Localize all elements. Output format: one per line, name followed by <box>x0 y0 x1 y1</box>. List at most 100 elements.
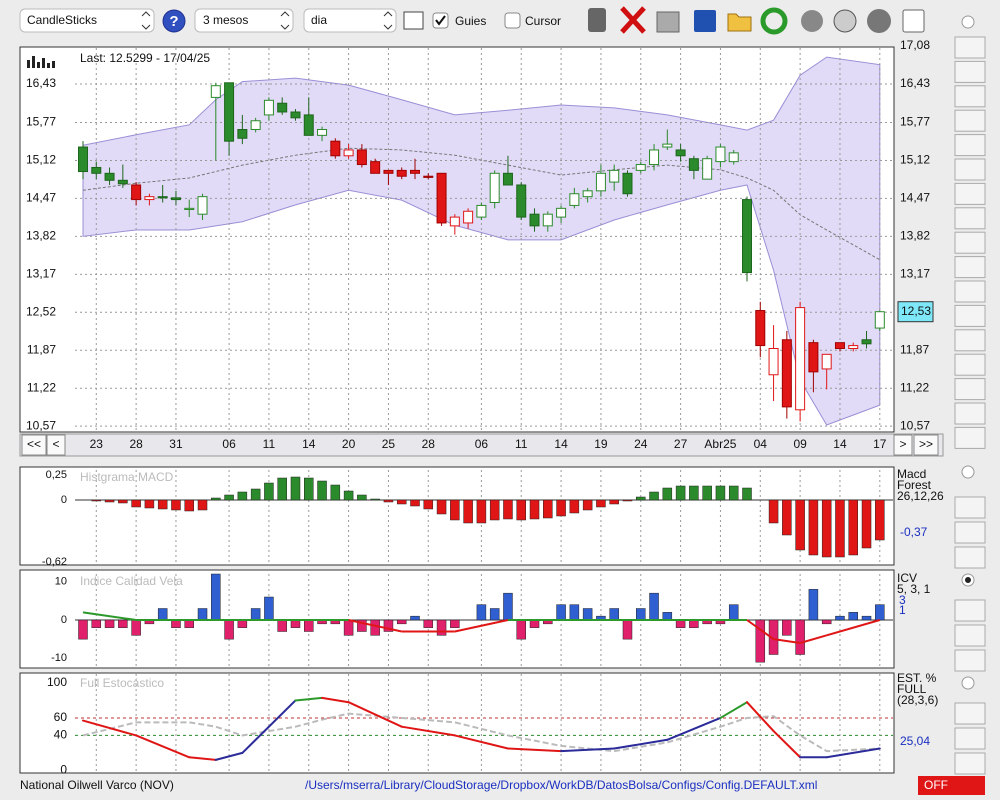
open-icon[interactable] <box>727 13 752 32</box>
help-button[interactable] <box>162 9 186 33</box>
macd-current: -0,37 <box>900 525 928 539</box>
print-icon[interactable] <box>656 11 680 33</box>
nav-button[interactable] <box>893 434 913 456</box>
delete-icon[interactable] <box>620 6 646 34</box>
histogram-bar <box>250 488 261 501</box>
tool-button[interactable] <box>954 158 986 181</box>
histogram-bar <box>237 491 248 501</box>
histogram-bar <box>197 608 208 621</box>
y-tick-label: 11,22 <box>27 380 56 394</box>
help-icon: ? <box>169 13 178 30</box>
x-tick-label: 14 <box>833 437 847 451</box>
tool-button[interactable] <box>954 85 986 108</box>
x-tick-label: 06 <box>222 437 236 451</box>
candle-body <box>117 179 128 185</box>
period-select[interactable] <box>194 8 294 33</box>
histogram-bar <box>835 615 845 621</box>
y-tick-label: 60 <box>54 710 68 724</box>
tool-button[interactable] <box>954 36 986 59</box>
tool-button[interactable] <box>954 702 986 725</box>
histogram-bar <box>423 619 434 628</box>
histogram-bar <box>875 499 885 541</box>
side-label: 5, 3, 1 <box>897 582 931 596</box>
nav-button[interactable] <box>21 434 47 456</box>
save-icon[interactable] <box>694 10 716 32</box>
tool-button[interactable] <box>954 134 986 157</box>
refresh-icon[interactable] <box>760 7 788 35</box>
settings-icon[interactable] <box>867 9 891 33</box>
icv-line <box>348 619 402 633</box>
histogram-bar <box>489 499 500 521</box>
histogram-bar <box>250 608 261 621</box>
radio-button[interactable] <box>961 676 975 690</box>
histogram-bar <box>821 619 832 625</box>
tool-button[interactable] <box>954 546 986 569</box>
y-tick-label: -10 <box>51 652 67 664</box>
tool-button[interactable] <box>954 256 986 279</box>
nav-button[interactable] <box>46 434 66 456</box>
histogram-bar <box>861 499 872 549</box>
panel-title: Histgrama MACD <box>80 470 174 484</box>
tool-button[interactable] <box>954 329 986 352</box>
status-box[interactable] <box>918 776 985 795</box>
tool-button[interactable] <box>954 378 986 401</box>
histogram-bar <box>556 499 566 517</box>
histogram-bar <box>343 619 354 636</box>
candle-body <box>317 129 328 136</box>
tool-button[interactable] <box>954 182 986 205</box>
tool-button[interactable] <box>954 207 986 230</box>
tool-button[interactable] <box>954 624 986 647</box>
histogram-bar <box>662 612 673 621</box>
config-path[interactable]: /Users/mserra/Library/CloudStorage/Dropb… <box>305 778 817 792</box>
tool-button[interactable] <box>954 231 986 254</box>
histogram-bar <box>304 477 314 501</box>
candle-body <box>449 216 460 227</box>
tool-button[interactable] <box>954 521 986 544</box>
tool-button[interactable] <box>954 353 986 376</box>
trash-icon[interactable] <box>588 8 606 32</box>
candle-body <box>609 169 620 183</box>
sync-icon[interactable] <box>801 10 823 32</box>
side-label: 26,12,26 <box>897 489 944 503</box>
cursor-checkbox[interactable] <box>504 12 521 29</box>
tool-button[interactable] <box>954 304 986 327</box>
tool-button[interactable] <box>954 426 986 449</box>
radio-button[interactable] <box>961 15 975 29</box>
histogram-bar <box>211 497 221 501</box>
y-tick-label: 10 <box>55 576 67 588</box>
chart-type-select[interactable] <box>19 8 155 33</box>
interval-select[interactable] <box>303 8 397 33</box>
tool-button[interactable] <box>954 599 986 622</box>
tool-button[interactable] <box>954 60 986 83</box>
tool-button[interactable] <box>954 752 986 775</box>
y-tick-label-right: 11,22 <box>900 380 929 394</box>
chart-icon[interactable] <box>403 11 424 30</box>
side-label: FULL <box>897 682 927 696</box>
histogram-bar <box>808 589 819 621</box>
candle-body <box>197 196 208 215</box>
tool-button[interactable] <box>954 280 986 303</box>
radio-button[interactable] <box>961 465 975 479</box>
tool-button[interactable] <box>954 727 986 750</box>
candle-body <box>157 196 168 199</box>
tool-button[interactable] <box>954 109 986 132</box>
stochastic-k-line <box>135 734 191 759</box>
tool-button[interactable] <box>954 496 986 519</box>
date-axis-strip <box>19 433 944 457</box>
y-tick-label: 0 <box>61 614 67 626</box>
stochastic-k-line <box>453 734 509 750</box>
histogram-bar <box>157 608 168 621</box>
candle-body <box>277 102 288 113</box>
histogram-bar <box>755 619 766 663</box>
histogram-bar <box>808 499 819 556</box>
nav-button[interactable] <box>913 434 939 456</box>
histogram-bar <box>290 619 301 628</box>
main-panel <box>19 46 895 433</box>
tool-button[interactable] <box>954 649 986 672</box>
tool-button[interactable] <box>954 402 986 425</box>
currency-icon[interactable] <box>833 9 857 33</box>
candle-body <box>675 149 686 157</box>
calendar-icon[interactable] <box>902 9 925 33</box>
y-tick-label-right: 10,57 <box>900 418 930 432</box>
